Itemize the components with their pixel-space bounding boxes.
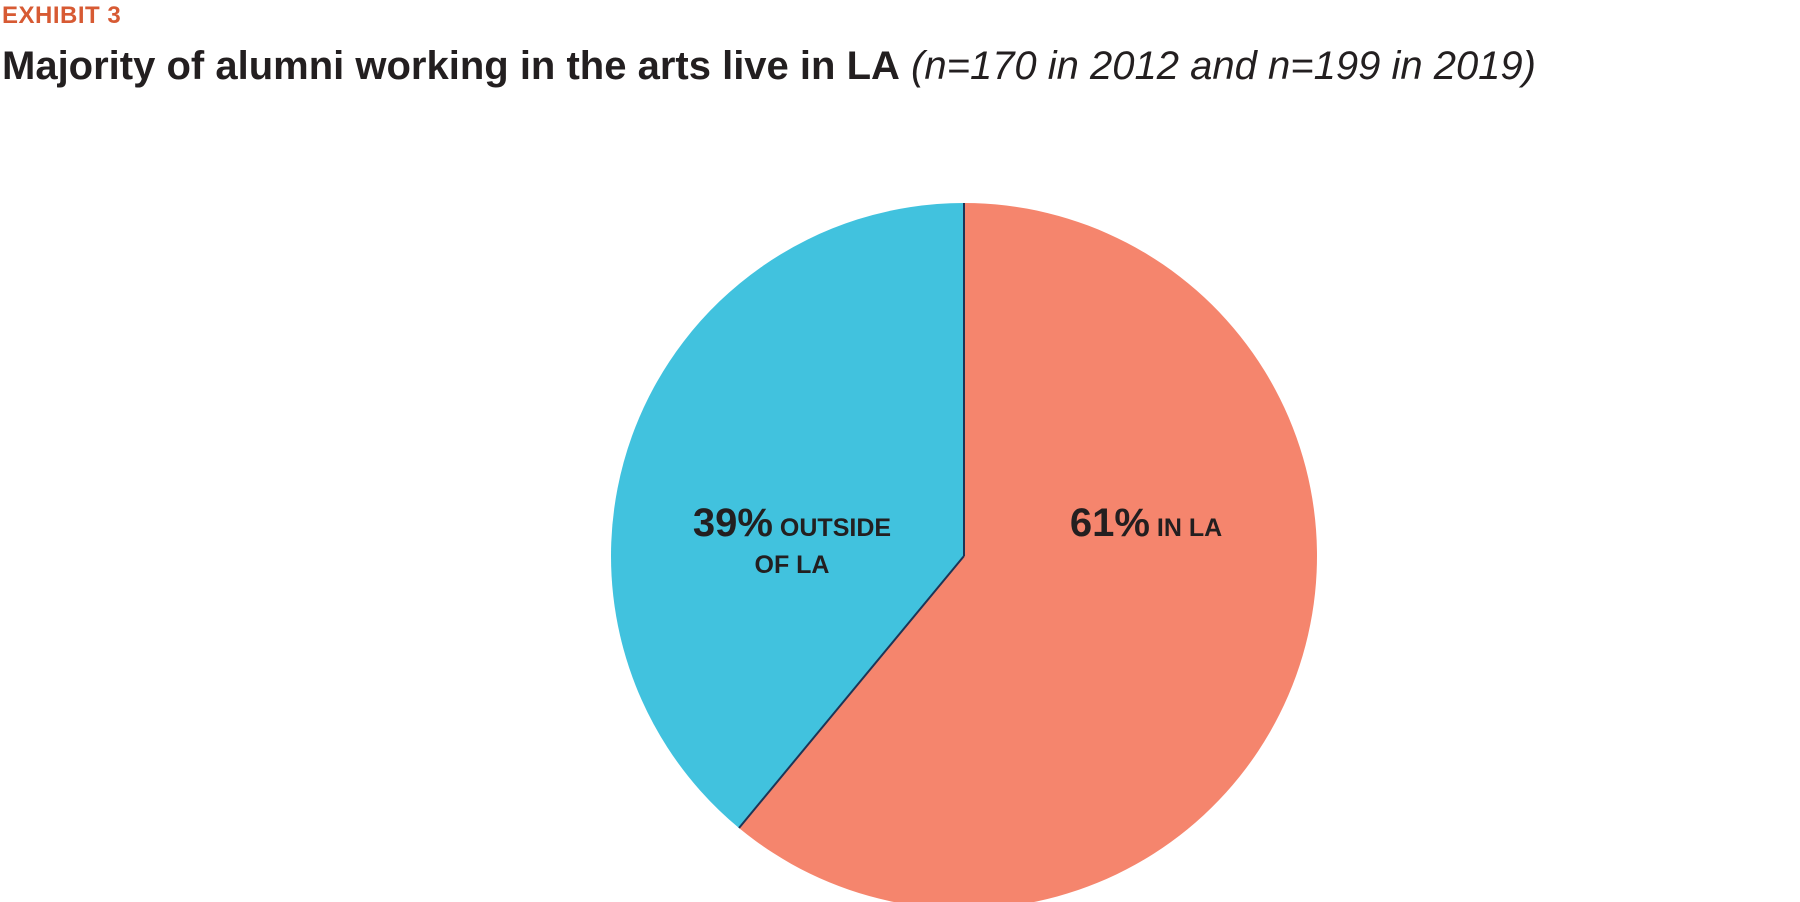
label-outside-pct: 39% <box>693 501 773 545</box>
pie-slice-in-la <box>738 203 1317 902</box>
label-outside: 39% OUTSIDE <box>693 501 891 545</box>
chart-title: Majority of alumni working in the arts l… <box>2 44 1536 89</box>
label-in-la: 61% IN LA <box>1070 501 1222 545</box>
label-in-la-text: IN LA <box>1150 514 1222 542</box>
label-outside-line2: OF LA <box>755 551 830 579</box>
slice-divider-2 <box>738 555 965 829</box>
pie-slices <box>611 203 1317 902</box>
title-note: (n=170 in 2012 and n=199 in 2019) <box>911 44 1536 88</box>
title-main: Majority of alumni working in the arts l… <box>2 44 900 88</box>
label-outside-text: OUTSIDE <box>773 514 891 542</box>
label-in-la-pct: 61% <box>1070 501 1150 545</box>
exhibit-label: EXHIBIT 3 <box>2 2 122 29</box>
pie-slice-outside-of-la <box>611 203 964 828</box>
